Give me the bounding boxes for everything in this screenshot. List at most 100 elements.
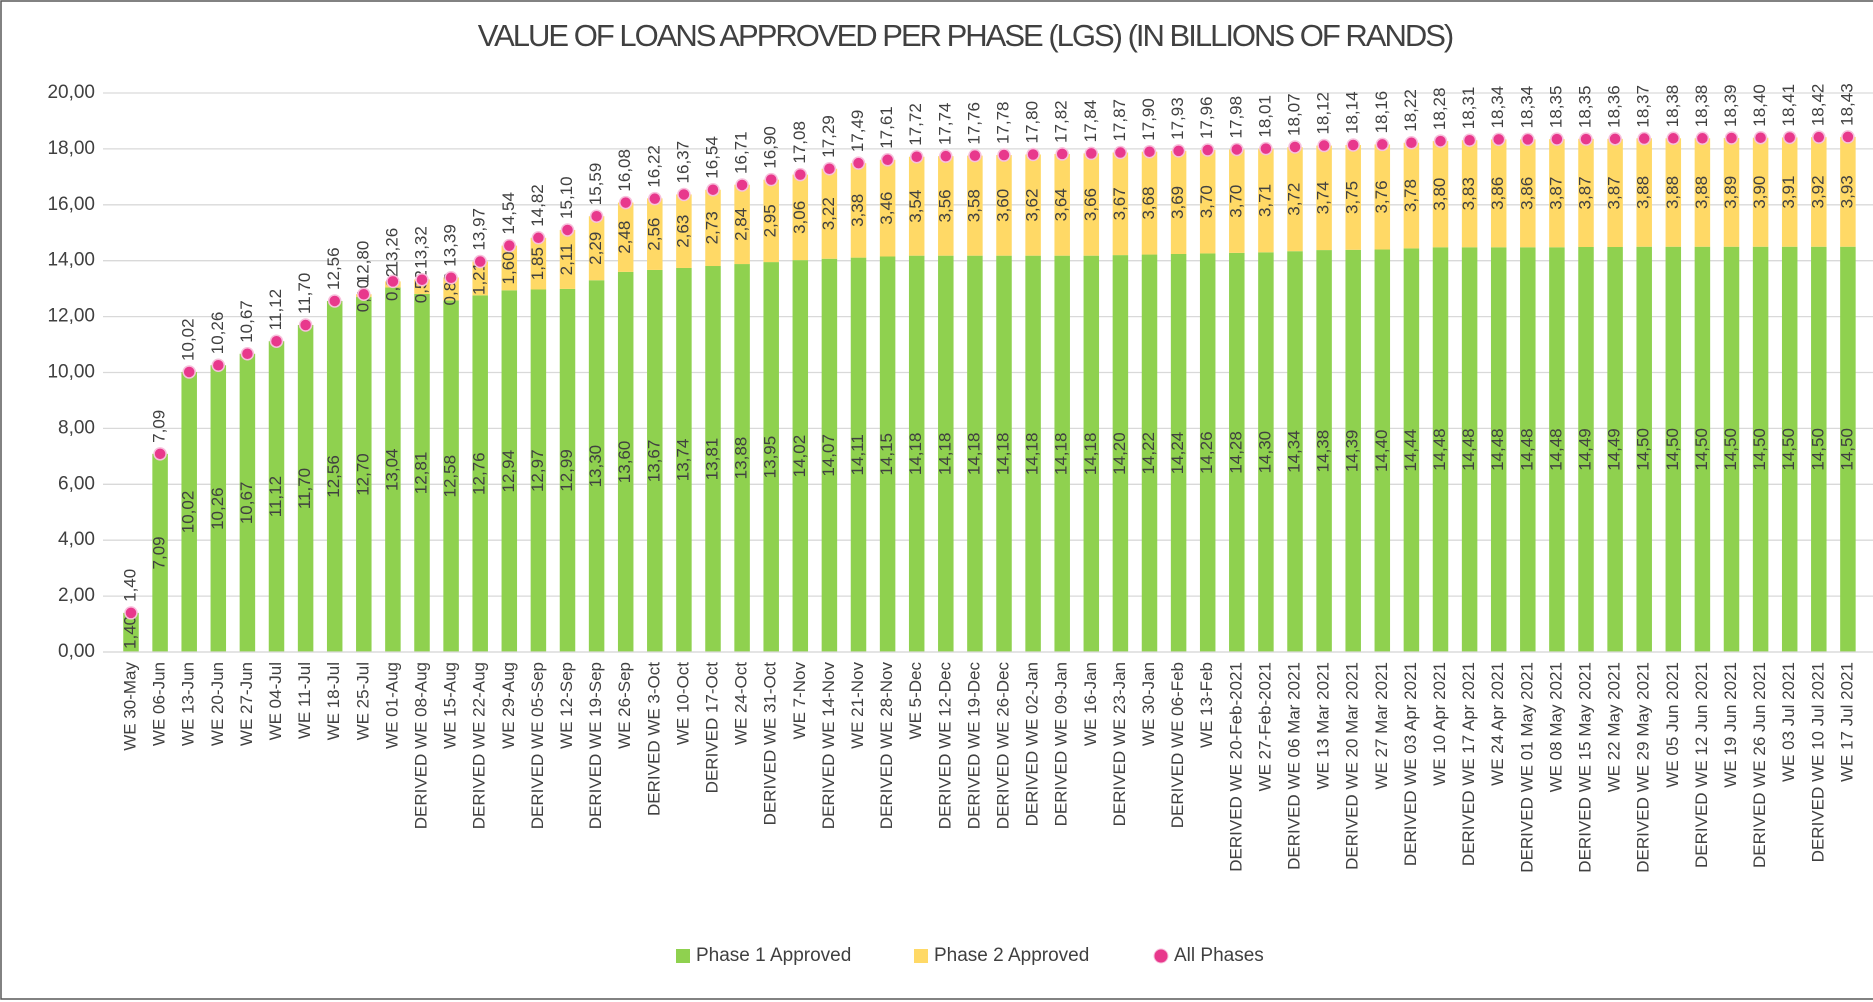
x-tick-label: WE 25-Jul [353,662,372,740]
data-label: 14,50 [1721,428,1740,471]
data-label: 3,88 [1692,176,1711,209]
x-tick-label: DERIVED WE 10 Jul 2021 [1808,662,1827,862]
bar [850,257,867,652]
data-label: 13,97 [470,208,489,251]
data-label: 3,54 [906,190,925,223]
x-tick-label: WE 08 May 2021 [1546,662,1565,792]
bar [1490,247,1507,652]
data-label: 17,72 [906,103,925,146]
legend-label: Phase 1 Approved [696,945,851,966]
data-label: 18,39 [1721,84,1740,127]
bar [850,163,867,258]
data-label: 14,38 [1314,430,1333,473]
x-tick-label: DERIVED WE 23-Jan [1110,662,1129,826]
marker [1521,132,1535,147]
bar [1578,138,1594,248]
bar [821,168,838,259]
data-label: 18,12 [1314,92,1333,135]
x-tick-label: WE 03 Jul 2021 [1779,662,1798,782]
bar [1258,148,1274,253]
data-label: 13,67 [644,440,663,483]
bar [1636,246,1652,652]
bar [734,184,750,265]
y-tick-label: 8,00 [58,417,95,438]
data-label: 14,50 [1663,428,1682,471]
bar [1316,145,1332,251]
x-tick-label: DERIVED WE 20-Feb-2021 [1226,662,1245,872]
bar [908,156,925,256]
data-label: 17,90 [1139,98,1158,141]
marker [589,209,604,224]
data-label: 18,38 [1692,85,1711,128]
data-label: 18,42 [1808,84,1827,127]
marker [1579,132,1593,146]
data-label: 3,86 [1488,177,1507,210]
data-label: 14,50 [1750,428,1769,471]
data-label: 3,83 [1459,177,1478,210]
x-tick-label: DERIVED WE 06 Mar 2021 [1284,662,1303,870]
x-tick-label: WE 13-Jun [179,662,198,746]
bar [1112,255,1129,653]
bar [1665,138,1682,247]
data-label: 12,76 [470,452,489,495]
data-label: 3,78 [1401,179,1420,212]
x-tick-label: WE 13-Feb [1197,662,1216,748]
data-label: 14,22 [1139,432,1158,475]
data-label: 18,22 [1401,89,1420,132]
marker [1026,147,1040,162]
bar [123,612,139,652]
data-label: 14,40 [1372,429,1391,472]
marker [211,358,226,372]
marker [1230,142,1244,157]
bar [1025,255,1041,652]
x-tick-label: DERIVED WE 08-Aug [411,662,430,829]
bar [1374,144,1391,250]
bar [501,290,518,652]
data-label: 14,50 [1837,428,1856,471]
x-tick-label: DERIVED WE 06-Feb [1168,662,1187,828]
marker [1259,141,1273,156]
data-label: 12,56 [324,455,343,498]
data-label: 13,88 [732,437,751,480]
data-label: 3,75 [1343,181,1362,214]
bar [1752,137,1769,247]
data-label: 3,93 [1837,175,1856,208]
data-label: 1,85 [528,247,547,280]
bar [1811,137,1827,247]
marker [880,153,895,167]
marker [997,148,1011,162]
bar [1170,150,1187,254]
data-label: 14,18 [964,433,983,476]
marker [386,274,400,289]
marker [269,334,284,348]
data-label: 15,10 [557,176,576,219]
bar [501,245,518,291]
x-tick-label: DERIVED WE 09-Jan [1052,662,1071,826]
bar [210,365,227,652]
data-label: 2,95 [761,204,780,237]
bar [1461,247,1478,652]
marker [124,606,138,620]
x-tick-label: WE 10-Oct [673,662,692,745]
bar [1549,139,1565,248]
marker [1812,130,1826,144]
data-label: 14,24 [1168,432,1187,475]
data-label: 14,48 [1430,428,1449,471]
x-tick-label: WE 05 Jun 2021 [1663,662,1682,788]
data-label: 13,95 [761,436,780,479]
x-tick-label: DERIVED WE 17 Apr 2021 [1459,662,1478,866]
marker [1608,132,1622,146]
x-tick-label: DERIVED WE 29 May 2021 [1634,662,1653,873]
data-label: 2,48 [615,221,634,254]
bar [763,262,779,652]
bar [1607,247,1623,652]
bar [1287,147,1303,252]
bar [559,288,576,652]
x-tick-label: DERIVED WE 15 May 2021 [1575,662,1594,873]
y-tick-label: 2,00 [58,585,95,606]
data-label: 1,40 [120,616,139,649]
data-label: 12,81 [411,452,430,495]
data-label: 3,87 [1605,176,1624,209]
x-tick-label: DERIVED WE 12-Dec [935,662,954,830]
data-label: 3,58 [964,189,983,222]
